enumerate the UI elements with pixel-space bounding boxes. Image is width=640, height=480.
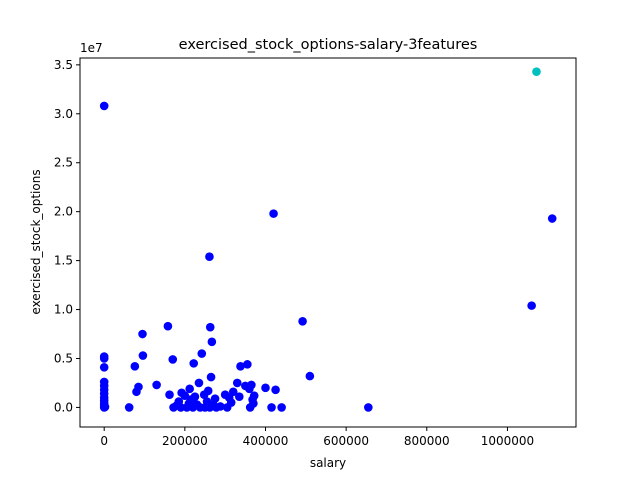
data-point	[189, 359, 199, 368]
data-point	[269, 209, 278, 218]
data-point	[100, 402, 110, 412]
x-tick-label: 600000	[323, 434, 369, 448]
data-point	[165, 390, 174, 400]
y-tick-label: 0.0	[54, 400, 73, 414]
x-tick-label: 400000	[243, 434, 289, 448]
x-axis-ticks: 0 200000 400000 600000 800000 1000000	[100, 427, 534, 448]
y-tick-label: 1.0	[54, 303, 73, 317]
data-point	[261, 383, 270, 393]
data-point	[99, 362, 109, 372]
data-point	[249, 391, 259, 400]
x-tick-label: 200000	[162, 434, 208, 448]
data-point	[236, 362, 245, 371]
data-point	[226, 398, 236, 407]
data-point	[205, 322, 215, 332]
data-point	[247, 380, 256, 390]
data-point	[163, 321, 173, 331]
data-point	[203, 386, 213, 396]
data-point	[130, 362, 140, 371]
data-point	[206, 372, 216, 382]
data-point	[216, 402, 225, 411]
data-point	[267, 403, 276, 412]
y-axis-label: exercised_stock_options	[29, 169, 43, 314]
data-point	[197, 349, 207, 358]
data-point	[134, 382, 143, 392]
y-axis-ticks: 0.0 0.5 1.0 1.5 2.0 2.5 3.0 3.5	[54, 58, 80, 414]
x-tick-label: 0	[100, 434, 108, 448]
data-point	[364, 403, 373, 412]
data-point	[277, 403, 286, 412]
y-axis-offset-text: 1e7	[80, 41, 103, 55]
data-point	[243, 360, 252, 369]
chart-title: exercised_stock_options-salary-3features	[179, 37, 478, 53]
data-point	[305, 371, 315, 381]
y-tick-label: 3.0	[54, 107, 73, 121]
data-point	[249, 399, 258, 408]
data-point	[271, 385, 280, 395]
data-point	[207, 337, 217, 347]
data-point	[99, 354, 109, 363]
data-point	[190, 392, 200, 401]
data-point	[298, 316, 307, 326]
data-point	[138, 329, 147, 339]
data-point	[168, 355, 178, 364]
data-point	[205, 252, 214, 261]
y-tick-label: 2.0	[54, 205, 73, 219]
data-point	[527, 301, 536, 310]
data-point	[138, 351, 148, 360]
data-point	[152, 380, 161, 390]
x-tick-label: 1000000	[481, 434, 534, 448]
y-tick-label: 0.5	[54, 351, 73, 365]
data-point	[210, 394, 220, 403]
data-point	[185, 384, 194, 394]
data-points	[99, 67, 557, 412]
x-tick-label: 800000	[404, 434, 450, 448]
data-point	[532, 67, 541, 77]
x-axis-label: salary	[310, 456, 346, 470]
data-point	[124, 403, 134, 412]
data-point	[547, 214, 557, 223]
data-point	[99, 101, 109, 111]
data-point	[176, 403, 186, 412]
y-tick-label: 1.5	[54, 254, 73, 268]
plot-area	[79, 57, 577, 428]
data-point	[228, 387, 238, 397]
y-tick-label: 2.5	[54, 156, 73, 170]
data-point	[232, 378, 242, 388]
data-point	[234, 392, 244, 401]
data-point	[194, 378, 204, 388]
y-tick-label: 3.5	[54, 58, 73, 72]
